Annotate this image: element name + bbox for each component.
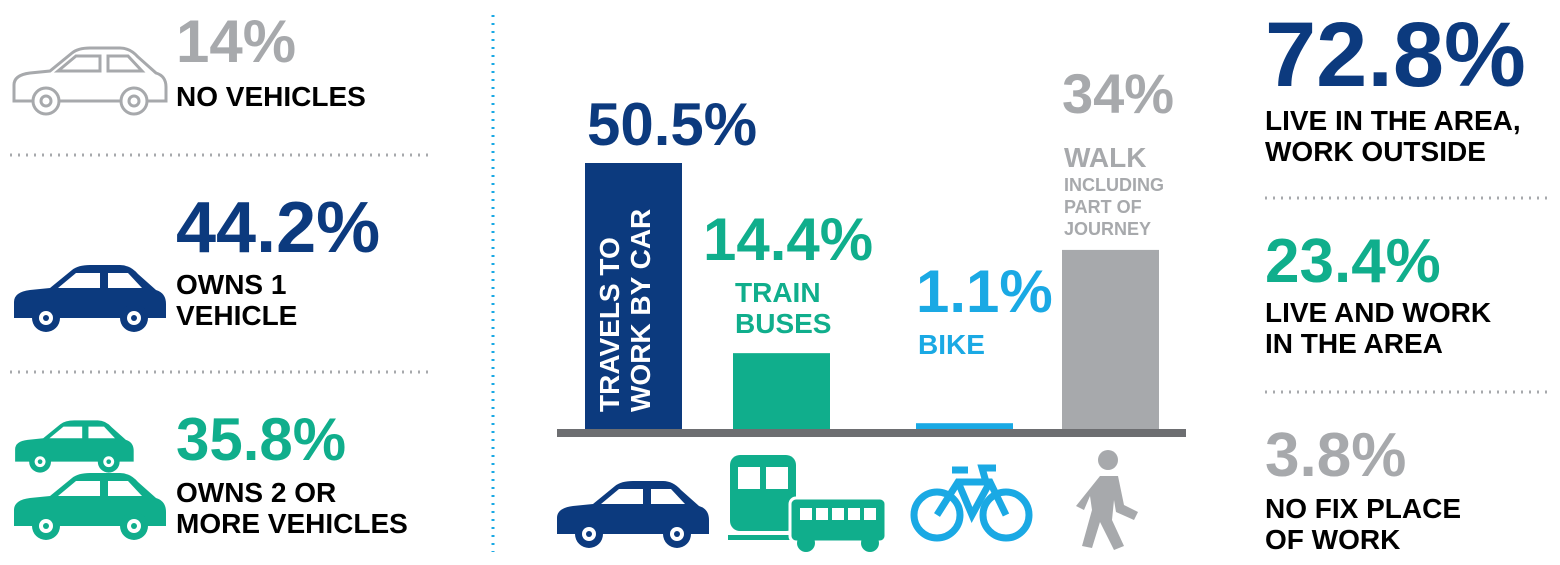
car-icon (557, 481, 709, 548)
value-label: 1.1% (916, 258, 1053, 325)
bar (733, 353, 830, 429)
category-label: BUSES (735, 308, 831, 339)
stat-value: 72.8% (1265, 4, 1526, 106)
bike-icon (910, 464, 1033, 542)
value-label: 14.4% (703, 206, 873, 273)
category-label: WALK (1064, 142, 1146, 173)
stat-value: 23.4% (1265, 227, 1441, 296)
bar (585, 163, 682, 429)
train-bus-icon (728, 455, 888, 552)
stat-value: 14% (176, 8, 296, 75)
category-note: JOURNEY (1064, 219, 1151, 239)
baseline (557, 429, 1186, 437)
category-label: BIKE (918, 329, 985, 360)
stat-label: OWNS 1 (176, 269, 286, 300)
stat-label: LIVE AND WORK (1265, 297, 1491, 328)
stat-label: NO VEHICLES (176, 81, 366, 112)
category-note: INCLUDING (1064, 175, 1164, 195)
walker-icon (1076, 450, 1138, 550)
stat-value: 3.8% (1265, 421, 1406, 490)
stat-value: 35.8% (176, 406, 346, 473)
category-label: TRAVELS TO (594, 237, 625, 412)
stat-label: LIVE IN THE AREA, (1265, 105, 1521, 136)
stat-label: OF WORK (1265, 524, 1400, 555)
stat-label: WORK OUTSIDE (1265, 136, 1486, 167)
stat-label: IN THE AREA (1265, 328, 1443, 359)
category-label: WORK BY CAR (625, 209, 656, 412)
bar (916, 423, 1013, 429)
car-icon (15, 420, 134, 473)
stat-label: OWNS 2 OR (176, 477, 336, 508)
category-note: PART OF (1064, 197, 1142, 217)
stat-value: 44.2% (176, 188, 380, 268)
stat-label: VEHICLE (176, 300, 297, 331)
category-label: TRAIN (735, 277, 821, 308)
stat-label: MORE VEHICLES (176, 508, 408, 539)
stat-label: NO FIX PLACE (1265, 493, 1461, 524)
car-icon (14, 473, 166, 540)
bar (1062, 249, 1159, 429)
car-icon-outline (12, 46, 168, 116)
car-icon (14, 265, 166, 332)
value-label: 50.5% (587, 91, 757, 158)
value-label: 34% (1062, 62, 1174, 125)
